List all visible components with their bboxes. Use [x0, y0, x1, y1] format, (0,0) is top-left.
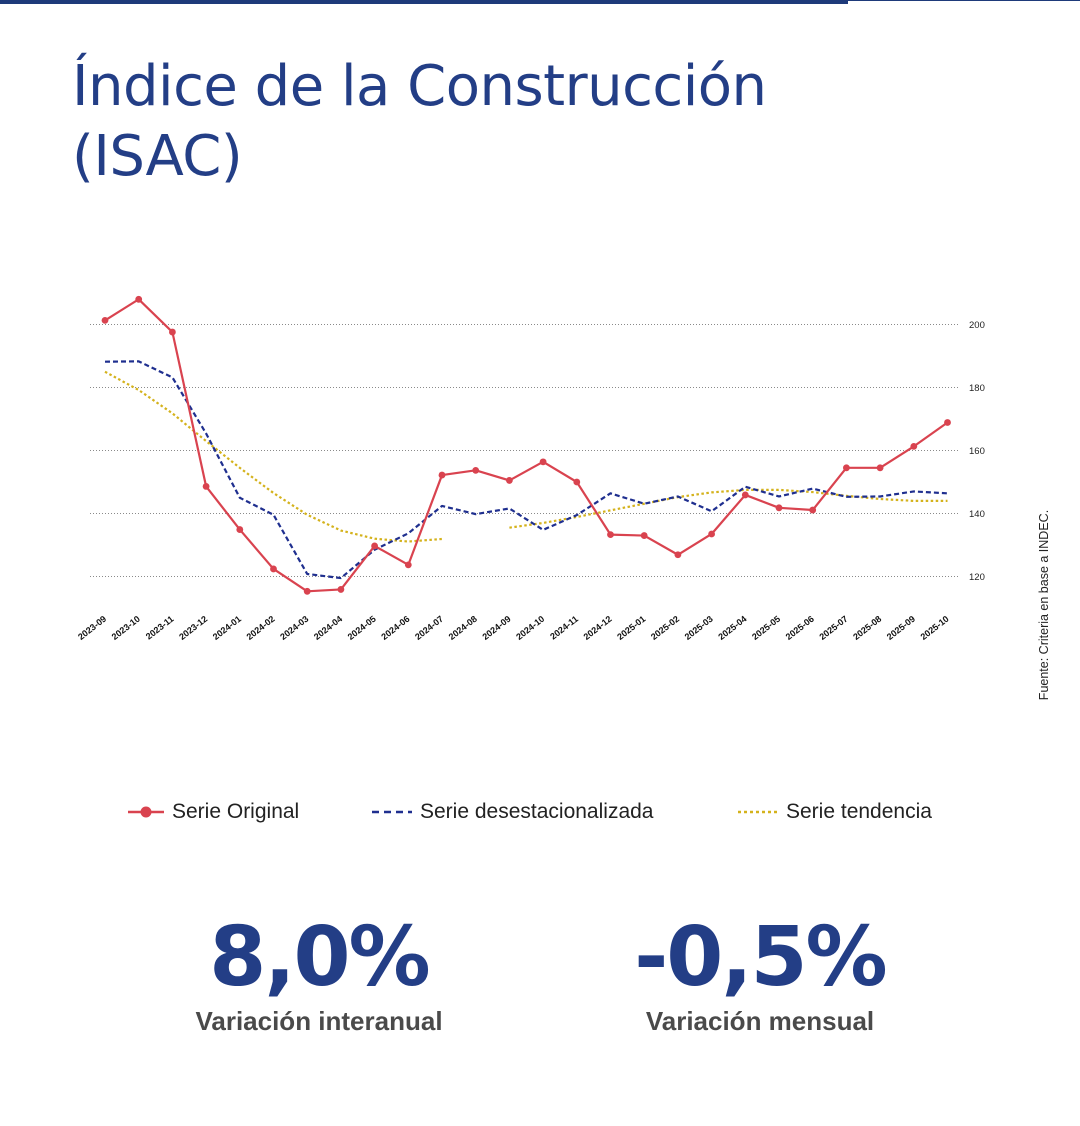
x-tick-label: 2025-04 [716, 614, 748, 642]
x-tick-label: 2024-03 [278, 614, 310, 642]
x-tick-label: 2025-03 [683, 614, 715, 642]
x-tick-label: 2025-05 [750, 614, 782, 642]
data-point [573, 478, 581, 486]
legend-label-tendencia: Serie tendencia [786, 800, 932, 823]
data-point [135, 295, 143, 303]
data-point [539, 458, 547, 466]
x-tick-label: 2025-10 [919, 614, 951, 642]
x-tick-label: 2024-09 [480, 614, 512, 642]
x-tick-label: 2025-08 [851, 614, 883, 642]
data-point [843, 464, 850, 472]
data-point [169, 328, 176, 336]
top-accent-bar [0, 0, 848, 4]
legend-label-original: Serie Original [172, 800, 300, 823]
source-note: Fuente: Criteria en base a INDEC. [1037, 509, 1051, 701]
data-point [708, 530, 715, 538]
x-tick-label: 2023-10 [110, 614, 142, 642]
legend-label-desestacionalizada: Serie desestacionalizada [420, 800, 654, 823]
legend-swatch-desestacionalizada [372, 810, 412, 814]
x-tick-label: 2024-11 [548, 614, 580, 642]
series-line-2 [104, 370, 443, 543]
y-tick-label: 120 [969, 572, 985, 583]
series-line-0 [104, 298, 949, 593]
kpi-mensual-value: -0,5% [634, 910, 887, 1005]
data-point [809, 506, 817, 514]
title-line-2: (ISAC) [72, 124, 243, 189]
data-point [607, 531, 614, 539]
kpi-interanual: 8,0% Variación interanual [139, 910, 499, 1037]
x-tick-label: 2024-12 [582, 614, 614, 642]
title-line-1: Índice de la Construcción [72, 54, 767, 119]
legend-swatch-original [128, 806, 164, 818]
kpi-mensual: -0,5% Variación mensual [580, 910, 940, 1037]
x-tick-label: 2024-05 [346, 614, 378, 642]
chart-legend: Serie Original Serie desestacionalizada … [0, 800, 1080, 830]
legend-item-desestacionalizada: Serie desestacionalizada [370, 800, 653, 824]
x-tick-label: 2024-02 [245, 614, 277, 642]
x-tick-label: 2025-09 [885, 614, 917, 642]
y-tick-label: 200 [969, 320, 985, 331]
data-point [506, 477, 513, 484]
x-tick-label: 2024-10 [514, 614, 546, 642]
data-point [404, 561, 412, 569]
x-tick-label: 2023-12 [177, 614, 209, 642]
x-tick-label: 2023-09 [76, 614, 108, 642]
x-tick-label: 2024-08 [447, 614, 479, 642]
x-tick-label: 2025-07 [817, 614, 849, 642]
y-tick-label: 180 [969, 383, 985, 394]
data-point [337, 586, 345, 593]
data-point [202, 483, 210, 490]
x-tick-label: 2024-07 [413, 614, 445, 642]
x-tick-label: 2024-06 [379, 614, 411, 642]
data-point [438, 471, 446, 479]
x-tick-label: 2025-02 [649, 614, 681, 642]
series-line-2 [509, 488, 948, 529]
kpi-mensual-label: Variación mensual [645, 1006, 875, 1036]
data-point [775, 504, 783, 512]
y-tick-label: 160 [969, 446, 985, 457]
x-tick-label: 2024-04 [312, 614, 344, 642]
kpi-interanual-label: Variación interanual [195, 1006, 443, 1036]
data-point [236, 526, 244, 533]
x-tick-label: 2025-01 [615, 614, 647, 642]
legend-item-original: Serie Original [126, 800, 299, 824]
series-line-1 [104, 360, 948, 580]
data-point [876, 464, 884, 472]
x-tick-label: 2023-11 [144, 614, 176, 642]
legend-swatch-tendencia [738, 810, 778, 814]
legend-item-tendencia: Serie tendencia [736, 800, 932, 824]
y-tick-label: 140 [969, 509, 985, 520]
top-accent-line [848, 0, 1080, 1]
data-point [741, 491, 749, 499]
x-tick-label: 2024-01 [211, 614, 243, 642]
page-title: Índice de la Construcción (ISAC) [72, 52, 832, 192]
data-point [472, 466, 480, 474]
kpi-interanual-value: 8,0% [209, 910, 430, 1005]
data-point [640, 532, 648, 539]
data-point [944, 419, 951, 426]
isac-line-chart: 120 140 160 180 200 2023-09 2023-10 2023-11 2023… [76, 295, 985, 642]
data-point [303, 587, 311, 595]
data-point [101, 317, 109, 324]
data-point [270, 565, 277, 573]
data-point [674, 551, 682, 559]
x-tick-label: 2025-06 [784, 614, 816, 642]
data-point [371, 542, 378, 550]
data-point [910, 443, 918, 450]
